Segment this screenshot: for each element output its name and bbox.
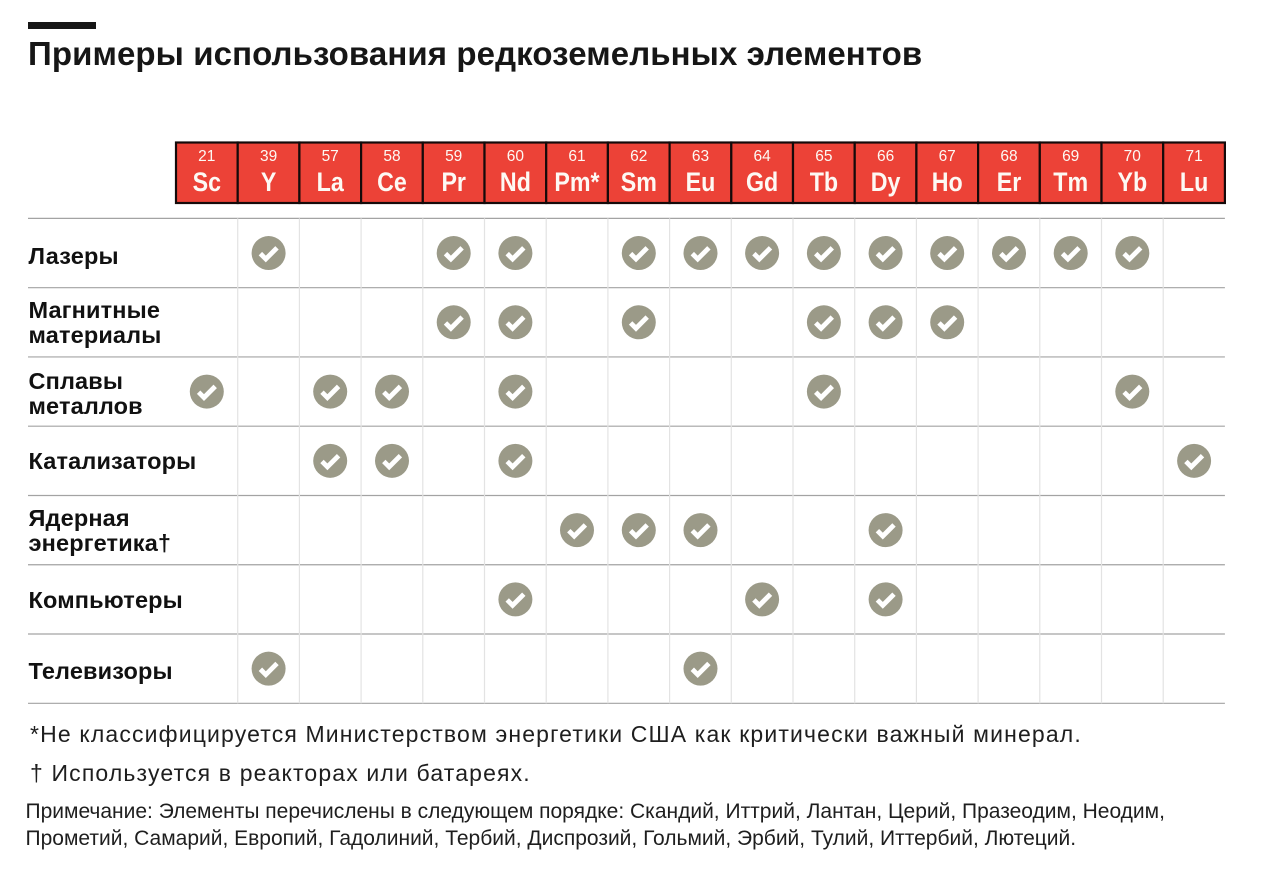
svg-text:Lu: Lu bbox=[1180, 167, 1208, 197]
svg-text:Tb: Tb bbox=[810, 167, 838, 197]
svg-text:Tm: Tm bbox=[1053, 167, 1088, 197]
svg-text:Pm*: Pm* bbox=[554, 167, 599, 197]
svg-text:39: 39 bbox=[260, 148, 277, 165]
svg-text:Ce: Ce bbox=[377, 167, 407, 197]
svg-text:Ho: Ho bbox=[932, 167, 963, 197]
svg-text:Eu: Eu bbox=[686, 167, 716, 197]
svg-text:66: 66 bbox=[877, 148, 894, 165]
svg-text:Gd: Gd bbox=[746, 167, 778, 197]
svg-text:Sc: Sc bbox=[193, 167, 221, 197]
svg-text:68: 68 bbox=[1000, 148, 1017, 165]
svg-text:La: La bbox=[317, 167, 345, 197]
svg-text:69: 69 bbox=[1062, 148, 1079, 165]
svg-text:59: 59 bbox=[445, 148, 462, 165]
svg-text:71: 71 bbox=[1185, 148, 1202, 165]
svg-text:65: 65 bbox=[815, 148, 832, 165]
svg-text:60: 60 bbox=[507, 148, 525, 165]
svg-text:70: 70 bbox=[1124, 148, 1142, 165]
svg-text:Yb: Yb bbox=[1117, 167, 1147, 197]
svg-text:Nd: Nd bbox=[500, 167, 531, 197]
svg-text:58: 58 bbox=[383, 148, 400, 165]
svg-text:57: 57 bbox=[322, 148, 339, 165]
svg-text:61: 61 bbox=[568, 148, 585, 165]
svg-text:21: 21 bbox=[198, 148, 215, 165]
svg-text:67: 67 bbox=[939, 148, 956, 165]
svg-text:62: 62 bbox=[630, 148, 647, 165]
svg-text:64: 64 bbox=[753, 148, 771, 165]
svg-text:Y: Y bbox=[261, 167, 277, 197]
svg-text:Pr: Pr bbox=[441, 167, 466, 197]
svg-text:Dy: Dy bbox=[871, 167, 901, 197]
svg-text:Er: Er bbox=[997, 167, 1022, 197]
svg-text:63: 63 bbox=[692, 148, 709, 165]
svg-text:Sm: Sm bbox=[621, 167, 657, 197]
